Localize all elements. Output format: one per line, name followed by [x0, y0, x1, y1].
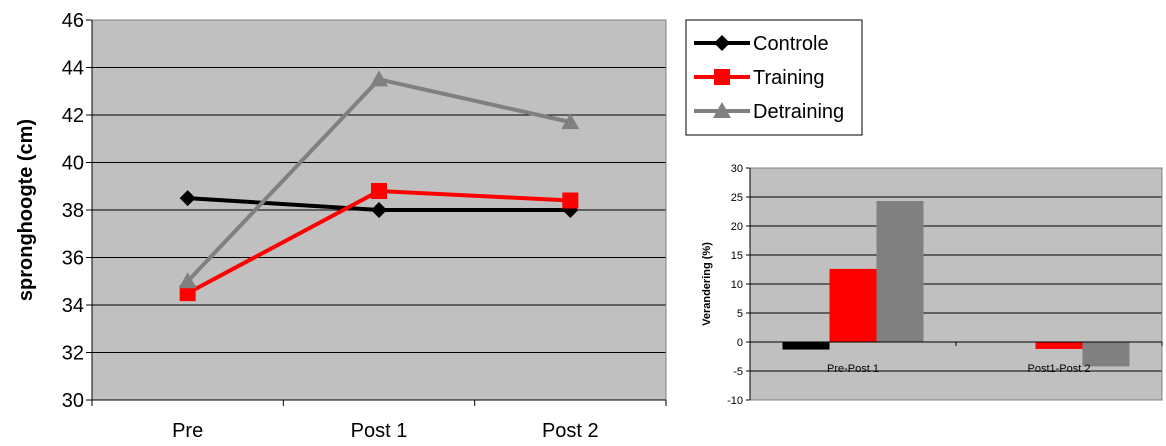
- main-y-tick-label: 32: [62, 343, 84, 365]
- inset-y-tick-labels: -10 -5 0 5 10 15 20 25 30: [727, 163, 743, 407]
- inset-bar-chart: -10 -5 0 5 10 15 20 25 30 Pre-Post 1 Post1-Post 2…: [701, 163, 1163, 407]
- main-y-tick-label: 38: [62, 200, 84, 222]
- legend-label: Detraining: [753, 101, 844, 123]
- inset-y-tick-label: -10: [727, 395, 743, 407]
- inset-y-tick-label: 20: [731, 221, 743, 233]
- inset-bar: [876, 201, 924, 342]
- inset-x-tick-label: Pre-Post 1: [827, 363, 879, 375]
- marker-controle: [179, 190, 196, 207]
- inset-y-tick-label: 15: [731, 250, 743, 262]
- legend-marker: [714, 69, 730, 85]
- legend-item-detraining: Detraining: [694, 101, 844, 123]
- inset-y-tick-label: 25: [731, 192, 743, 204]
- legend: Controle Training Detraining: [685, 19, 863, 136]
- inset-x-tick-labels: Pre-Post 1 Post1-Post 2: [827, 363, 1090, 375]
- legend-marker: [713, 102, 731, 118]
- main-y-tick-label: 44: [62, 58, 84, 80]
- legend-marker: [714, 35, 730, 51]
- marker-detraining: [178, 272, 197, 289]
- main-x-tick-label: Pre: [172, 420, 203, 442]
- marker-training: [562, 192, 579, 209]
- inset-y-tick-label: 5: [737, 308, 743, 320]
- marker-detraining: [561, 113, 580, 130]
- legend-label: Controle: [753, 33, 829, 55]
- inset-x-tick-label: Post1-Post 2: [1028, 363, 1091, 375]
- inset-y-tick-label: 30: [731, 163, 743, 175]
- marker-controle: [371, 202, 387, 218]
- inset-bar: [782, 342, 830, 350]
- main-x-tick-label: Post 2: [542, 420, 599, 442]
- main-y-tick-label: 40: [62, 153, 84, 175]
- inset-y-axis-label: Verandering (%): [701, 242, 713, 326]
- marker-training: [179, 285, 196, 302]
- inset-bars: [782, 201, 1130, 367]
- inset-bar: [829, 268, 877, 342]
- main-y-tick-label: 30: [62, 390, 84, 412]
- legend-item-training: Training: [694, 67, 825, 89]
- main-y-tick-label: 34: [62, 295, 84, 317]
- inset-axes: [746, 167, 1163, 401]
- main-x-tick-labels: Pre Post 1 Post 2: [172, 420, 599, 442]
- main-line-chart: 30 32 34 36 38 40 42 44 46 Pre Post 1 Post 2 spron…: [15, 10, 667, 442]
- legend-item-controle: Controle: [694, 33, 829, 55]
- inset-bar: [1082, 342, 1130, 367]
- inset-bar: [1035, 342, 1083, 349]
- main-y-axis-label: spronghoogte (cm): [15, 119, 37, 301]
- legend-label: Training: [753, 67, 825, 89]
- marker-detraining: [370, 70, 388, 87]
- main-series-lines: [178, 70, 580, 302]
- main-y-tick-labels: 30 32 34 36 38 40 42 44 46: [62, 10, 84, 412]
- inset-y-tick-label: -5: [733, 366, 743, 378]
- main-x-tick-label: Post 1: [351, 420, 408, 442]
- inset-y-tick-label: 0: [737, 337, 743, 349]
- inset-y-tick-label: 10: [731, 279, 743, 291]
- main-y-tick-label: 42: [62, 105, 84, 127]
- main-y-tick-label: 36: [62, 248, 84, 270]
- main-y-tick-label: 46: [62, 10, 84, 32]
- marker-training: [371, 183, 387, 199]
- main-axes: [86, 19, 667, 406]
